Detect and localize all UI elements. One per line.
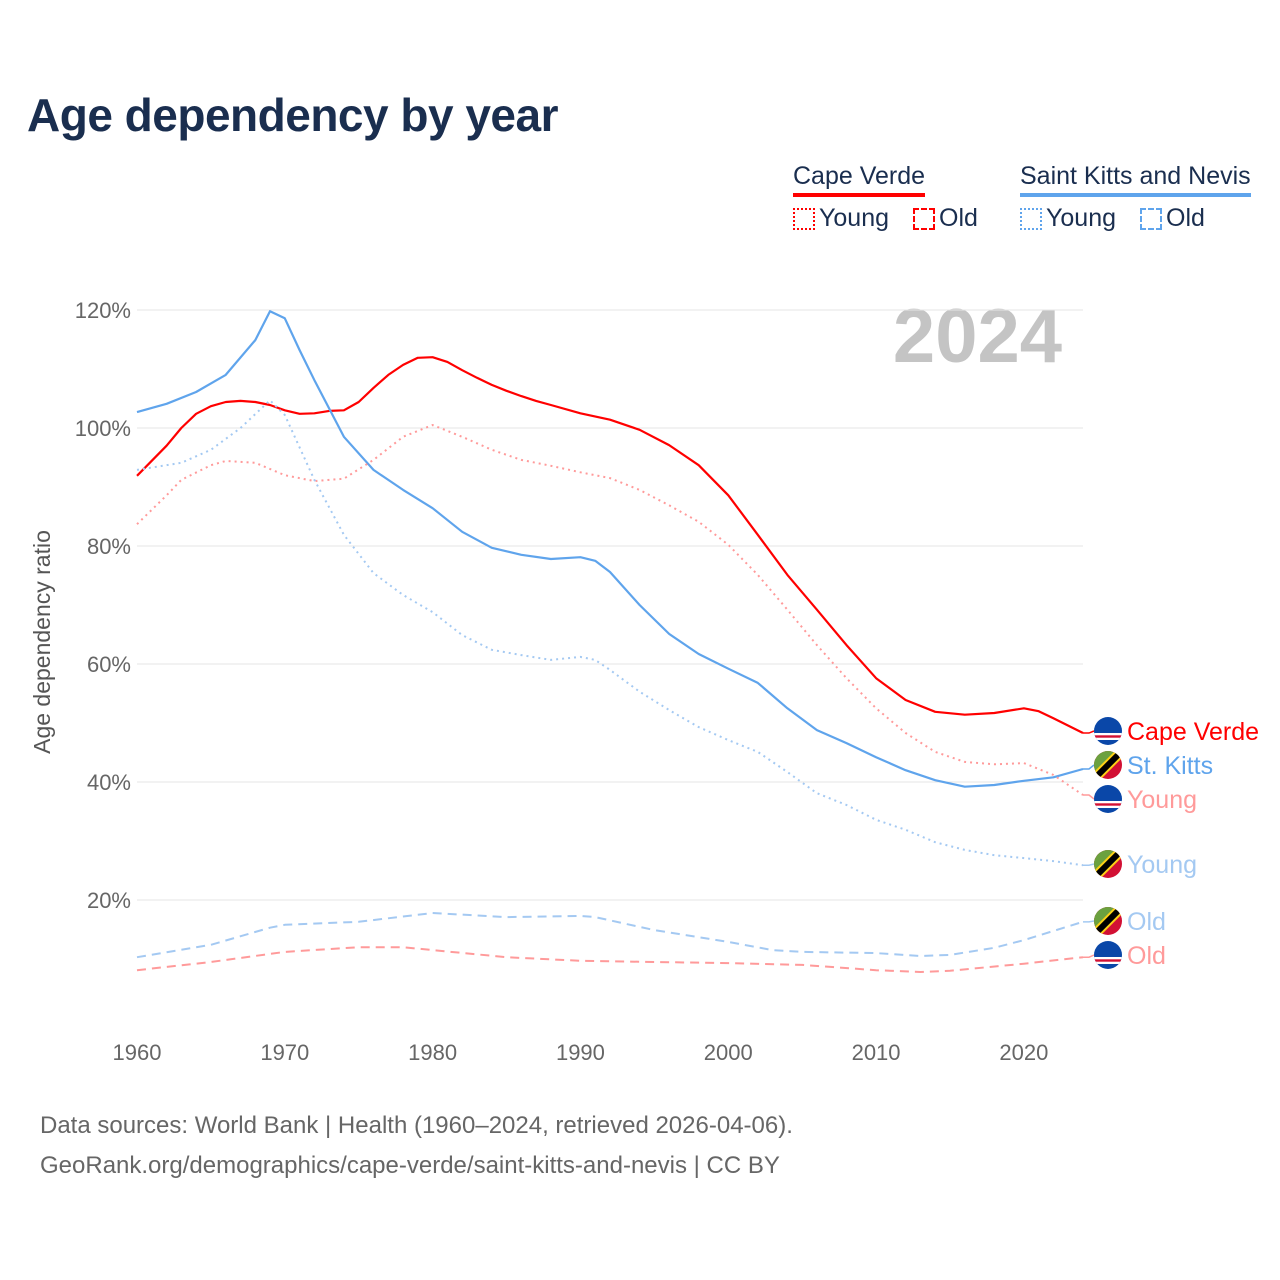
label-connector xyxy=(1083,794,1095,800)
series-line-saint-kitts-and-nevis-young[interactable] xyxy=(136,399,1084,867)
y-tick-label: 80% xyxy=(87,534,131,559)
legend-label: Young xyxy=(1046,204,1116,232)
legend-kn-young[interactable]: Young xyxy=(1020,204,1116,233)
end-label: Old xyxy=(1127,908,1166,936)
end-label: Young xyxy=(1127,786,1197,814)
legend-kn-old[interactable]: Old xyxy=(1140,204,1205,233)
x-tick-label: 1960 xyxy=(113,1040,162,1065)
label-connector xyxy=(1083,764,1095,770)
saint-kitts-flag-icon xyxy=(1094,751,1122,779)
dashed-swatch-icon xyxy=(913,207,935,230)
dotted-swatch-icon xyxy=(1020,207,1042,230)
legend-country-saint-kitts[interactable]: Saint Kitts and Nevis xyxy=(1020,162,1251,197)
cape-verde-flag-icon xyxy=(1094,717,1122,745)
y-tick-label: 120% xyxy=(75,298,131,323)
y-tick-label: 40% xyxy=(87,770,131,795)
series-line-saint-kitts-and-nevis[interactable] xyxy=(136,310,1084,788)
saint-kitts-flag-icon xyxy=(1094,907,1122,935)
cape-verde-flag-icon xyxy=(1094,785,1122,813)
legend-country-cape-verde[interactable]: Cape Verde xyxy=(793,162,926,197)
legend-cv-old[interactable]: Old xyxy=(913,204,978,233)
y-tick-label: 60% xyxy=(87,652,131,677)
chart-title: Age dependency by year xyxy=(27,89,558,141)
label-connector xyxy=(1083,920,1095,923)
source-note: Data sources: World Bank | Health (1960–… xyxy=(40,1106,793,1186)
cape-verde-flag-icon xyxy=(1094,941,1122,969)
legend-cv-young[interactable]: Young xyxy=(793,204,889,233)
label-connector xyxy=(1083,730,1095,734)
end-label: Old xyxy=(1127,942,1166,970)
series-line-cape-verde-old[interactable] xyxy=(136,946,1084,973)
y-tick-label: 100% xyxy=(75,416,131,441)
end-label: St. Kitts xyxy=(1127,752,1213,780)
x-tick-label: 2000 xyxy=(704,1040,753,1065)
label-connector xyxy=(1083,954,1095,958)
year-overlay: 2024 xyxy=(893,294,1062,379)
saint-kitts-flag-icon xyxy=(1094,850,1122,878)
y-tick-label: 20% xyxy=(87,888,131,913)
dashed-swatch-icon xyxy=(1140,207,1162,230)
end-label: Cape Verde xyxy=(1127,718,1259,746)
x-tick-label: 2010 xyxy=(852,1040,901,1065)
x-tick-label: 1980 xyxy=(408,1040,457,1065)
series-line-saint-kitts-and-nevis-old[interactable] xyxy=(136,912,1084,959)
series-line-cape-verde[interactable] xyxy=(136,356,1084,734)
x-tick-label: 2020 xyxy=(999,1040,1048,1065)
legend-label: Young xyxy=(819,204,889,232)
x-tick-label: 1970 xyxy=(260,1040,309,1065)
series-line-cape-verde-young[interactable] xyxy=(136,424,1084,796)
x-tick-label: 1990 xyxy=(556,1040,605,1065)
legend-label: Old xyxy=(1166,204,1205,232)
y-axis-label: Age dependency ratio xyxy=(29,530,55,754)
end-label: Young xyxy=(1127,851,1197,879)
dotted-swatch-icon xyxy=(793,207,815,230)
source-link[interactable]: GeoRank.org/demographics/cape-verde/sain… xyxy=(40,1152,780,1179)
legend-label: Old xyxy=(939,204,978,232)
source-line: Data sources: World Bank | Health (1960–… xyxy=(40,1112,793,1139)
label-connector xyxy=(1083,863,1095,866)
